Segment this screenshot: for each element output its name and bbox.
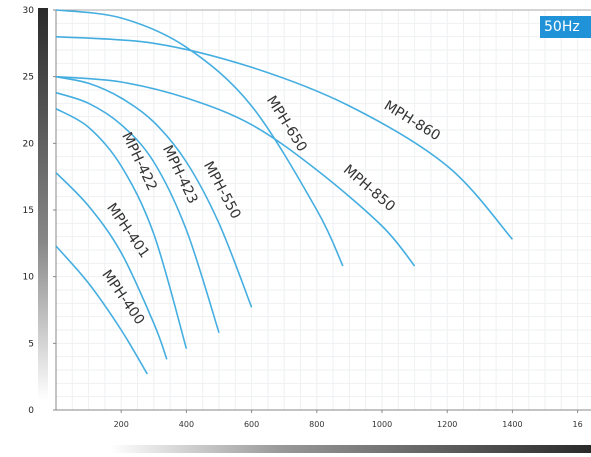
series-label-mph-550: MPH-550 <box>200 159 244 222</box>
x-tick-label: 1200 <box>437 420 457 429</box>
frequency-badge: 50Hz <box>540 16 591 38</box>
series-label-mph-650: MPH-650 <box>263 93 310 155</box>
curve-mph-550 <box>55 75 253 308</box>
y-axis-bar <box>38 8 48 400</box>
y-tick-label: 25 <box>23 73 34 83</box>
y-tick-label: 15 <box>23 206 34 216</box>
x-tick-label: 400 <box>179 420 194 429</box>
y-ticks: 0 5 10 15 20 25 30 <box>23 6 56 416</box>
series-curves <box>55 9 513 375</box>
curve-mph-860 <box>55 35 513 240</box>
y-tick-label: 0 <box>28 406 34 416</box>
y-tick-label: 10 <box>23 273 35 283</box>
grid <box>56 10 591 410</box>
x-tick-label: 800 <box>309 420 324 429</box>
series-label-mph-860: MPH-860 <box>381 98 443 144</box>
x-axis-bar <box>110 445 591 453</box>
x-tick-label: 1000 <box>372 420 392 429</box>
x-tick-label: 200 <box>114 420 129 429</box>
curve-mph-400 <box>55 245 148 375</box>
x-tick-label: 1400 <box>502 420 522 429</box>
y-tick-label: 30 <box>23 6 35 16</box>
x-tick-label: 16 <box>573 420 583 429</box>
curve-mph-423 <box>55 91 220 333</box>
x-ticks: 200 400 600 800 1000 1200 1400 16 <box>114 410 583 429</box>
y-tick-label: 5 <box>28 339 34 349</box>
curve-mph-422 <box>55 107 188 349</box>
y-tick-label: 20 <box>23 139 35 149</box>
curve-mph-401 <box>55 172 168 360</box>
curve-mph-850 <box>55 75 416 267</box>
series-label-mph-401: MPH-401 <box>103 200 152 261</box>
x-tick-label: 600 <box>244 420 259 429</box>
curve-mph-650 <box>55 9 344 267</box>
